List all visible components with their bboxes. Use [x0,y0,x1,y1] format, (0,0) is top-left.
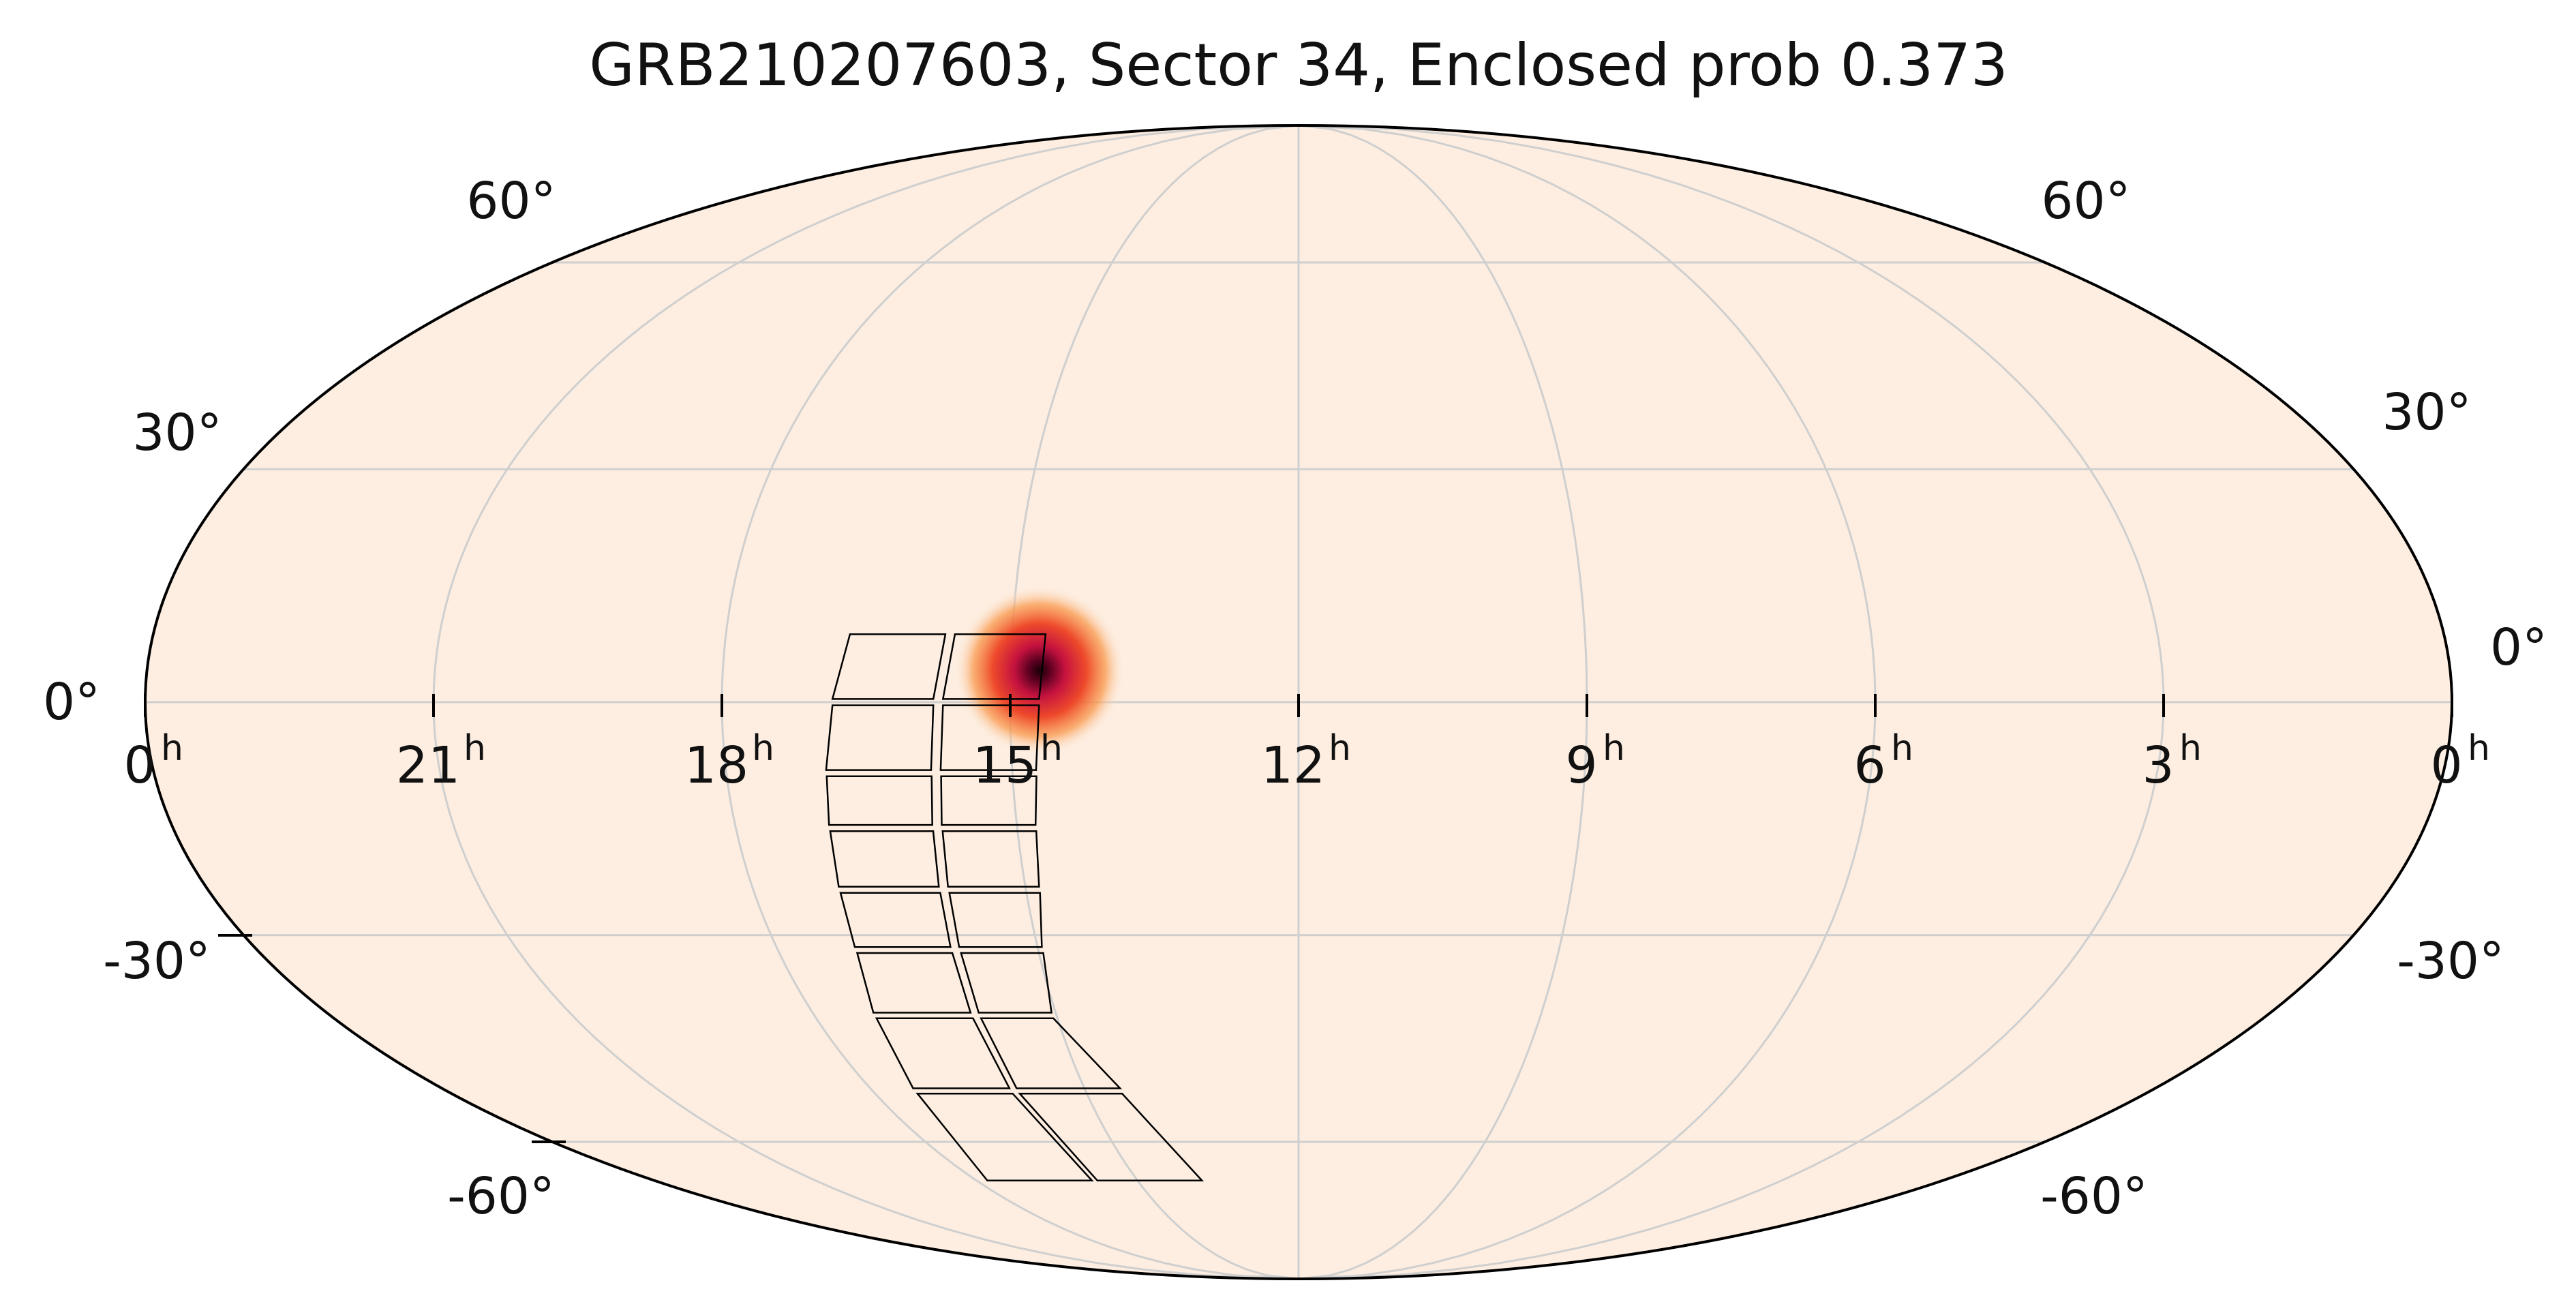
dec-label-right: -60° [2040,1167,2148,1226]
ccd-tile [948,892,1043,948]
ra-tick-superscript: h [1603,728,1625,769]
ccd-tile [825,704,935,771]
ccd-tile [915,1092,1094,1182]
ra-tick-label: 21 [396,736,460,795]
ra-tick-label: 0 [123,736,155,795]
ra-tick-label: 0 [2430,736,2462,795]
ccd-tile [940,775,1037,826]
ra-tick-label: 9 [1565,736,1597,795]
ra-tick-label: 18 [684,736,748,795]
ccd-tile [941,633,1047,700]
ra-tick-superscript: h [2179,728,2202,769]
ra-tick-superscript: h [1329,728,1351,769]
ccd-tile [831,633,947,700]
ra-axis-labels: 0 h 21 h 18 h 15 h 12 h 9 h 6 h 3 h 0 h [123,728,2490,795]
ra-tick-label: 12 [1261,736,1325,795]
dec-label-left: -60° [447,1167,555,1226]
tess-sector-footprint [825,633,1204,1182]
dec-label-left: 30° [132,404,222,462]
ccd-tile [855,952,972,1014]
dec-label-left: -30° [103,932,211,991]
ra-tick-marks [144,694,2453,1143]
ccd-tile [1018,1092,1204,1182]
ccd-tile [829,830,940,888]
ra-tick-superscript: h [752,728,774,769]
ra-tick-superscript: h [464,728,486,769]
ccd-tile [825,775,933,826]
ra-tick-superscript: h [1040,728,1063,769]
ccd-tile [960,952,1053,1014]
dec-axis-labels: 60° 30° 0° -30° -60° 60° 30° 0° -30° -60° [43,172,2547,1226]
localization-hotspot [954,585,1125,756]
dec-label-left: 0° [43,673,100,731]
dec-label-left: 60° [466,172,556,230]
ra-tick-label: 6 [1853,736,1885,795]
ra-tick-label: 15 [973,736,1037,795]
dec-label-right: 30° [2382,383,2471,442]
ra-tick-superscript: h [161,728,183,769]
ccd-tile [939,704,1040,771]
ra-tick-superscript: h [1891,728,1913,769]
chart-title: GRB210207603, Sector 34, Enclosed prob 0… [589,31,2008,100]
ccd-tile [839,892,952,948]
dec-label-right: 60° [2041,172,2130,230]
ra-tick-label: 3 [2142,736,2174,795]
dec-label-right: -30° [2397,932,2504,991]
ccd-tile [875,1017,1011,1089]
ccd-tile [980,1017,1123,1089]
ra-tick-superscript: h [2468,728,2490,769]
ccd-tile [941,830,1040,888]
dec-label-right: 0° [2490,618,2547,677]
